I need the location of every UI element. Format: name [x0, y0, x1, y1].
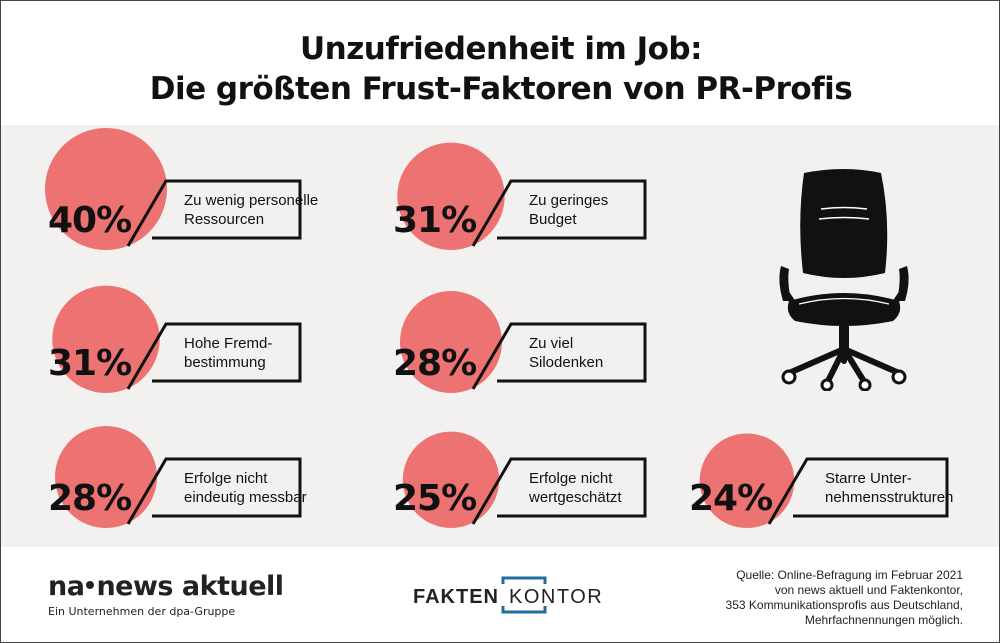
bubble-label: Erfolge nicht eindeutig messbar — [184, 469, 307, 507]
bubble-label-line: Silodenken — [529, 354, 604, 371]
title-line-1: Unzufriedenheit im Job: — [299, 31, 703, 67]
logo-kontor: KONTOR — [509, 586, 603, 608]
bubble-label: Hohe Fremd-bestimmung — [184, 334, 272, 372]
source-line-2: von news aktuell und Faktenkontor, — [774, 583, 963, 597]
title-line-2: Die größten Frust-Faktoren von PR-Profis — [149, 71, 853, 107]
logo-dot — [86, 581, 95, 589]
label-frame — [471, 179, 647, 247]
bubble-circle — [400, 290, 502, 393]
bubble-label-line: Ressourcen — [184, 211, 265, 228]
bubble-label-line: Zu geringes — [529, 192, 609, 209]
source-line-3: 353 Kommunikationsprofis aus Deutschland… — [725, 598, 963, 612]
bubble-label-line: wertgeschätzt — [529, 489, 622, 506]
faktenkontor-logo: FAKTEN KONTOR — [413, 576, 603, 614]
label-frame — [471, 322, 647, 390]
bubble-circle — [45, 128, 167, 250]
bubble-value: 28% — [393, 343, 477, 384]
bubble-graphic — [397, 142, 647, 250]
label-frame — [767, 457, 949, 525]
bubble-value: 28% — [48, 478, 132, 519]
bubble-circle — [699, 433, 795, 529]
bubble-label: Zu viel Silodenken — [529, 334, 603, 372]
source-line-1: Quelle: Online-Befragung im Februar 2021 — [736, 568, 963, 582]
bubble-label-line: eindeutig messbar — [184, 489, 307, 506]
source-note: Quelle: Online-Befragung im Februar 2021… — [726, 568, 963, 628]
bubble-label-line: Zu viel — [529, 335, 574, 352]
bubble-circle — [402, 431, 500, 528]
label-frame — [471, 457, 647, 525]
bubble-graphic — [52, 285, 302, 393]
bubble-circle — [52, 285, 160, 393]
page-title: Unzufriedenheit im Job: Die größten Frus… — [1, 29, 999, 109]
bubble-label: Zu wenig personelle Ressourcen — [184, 191, 318, 229]
bubble-graphic — [699, 433, 949, 529]
office-chair-icon — [779, 169, 909, 391]
bubble-label-line: Erfolge nicht — [529, 470, 613, 487]
label-frame — [126, 179, 302, 247]
bubble-label-line: Starre Unter- — [825, 470, 912, 487]
bubble-value: 31% — [393, 200, 477, 241]
bubble-graphic — [45, 128, 302, 250]
bubble-value: 40% — [48, 200, 132, 241]
bubble-value: 24% — [689, 478, 773, 519]
bubble-label-line: Budget — [529, 211, 577, 228]
bubble-label-line: Erfolge nicht — [184, 470, 268, 487]
bubble-label-line: Hohe Fremd- — [184, 335, 273, 352]
bubble-circle — [397, 142, 505, 250]
bubble-label-line: Zu wenig personelle — [184, 192, 319, 209]
bubble-graphic — [55, 425, 302, 528]
label-frame — [126, 322, 302, 390]
bubble-graphic — [402, 431, 647, 528]
bubble-label-line: nehmensstrukturen — [825, 489, 954, 506]
news-aktuell-logo: na news aktuell — [48, 571, 284, 602]
logo-tagline: Ein Unternehmen der dpa-Gruppe — [48, 605, 236, 618]
logo-name: news aktuell — [96, 571, 284, 602]
bubble-value: 25% — [393, 478, 477, 519]
logo-fakten: FAKTEN — [413, 586, 499, 608]
bubble-label-line: bestimmung — [184, 354, 266, 371]
bubble-circle — [55, 425, 157, 528]
logo-prefix: na — [48, 571, 85, 602]
bubble-label: Starre Unter-nehmensstrukturen — [825, 469, 953, 507]
bubble-label: Zu geringes Budget — [529, 191, 608, 229]
source-line-4: Mehrfachnennungen möglich. — [804, 613, 963, 627]
bubble-value: 31% — [48, 343, 132, 384]
bubble-graphic — [400, 290, 647, 393]
bubble-label: Erfolge nicht wertgeschätzt — [529, 469, 622, 507]
label-frame — [126, 457, 302, 525]
